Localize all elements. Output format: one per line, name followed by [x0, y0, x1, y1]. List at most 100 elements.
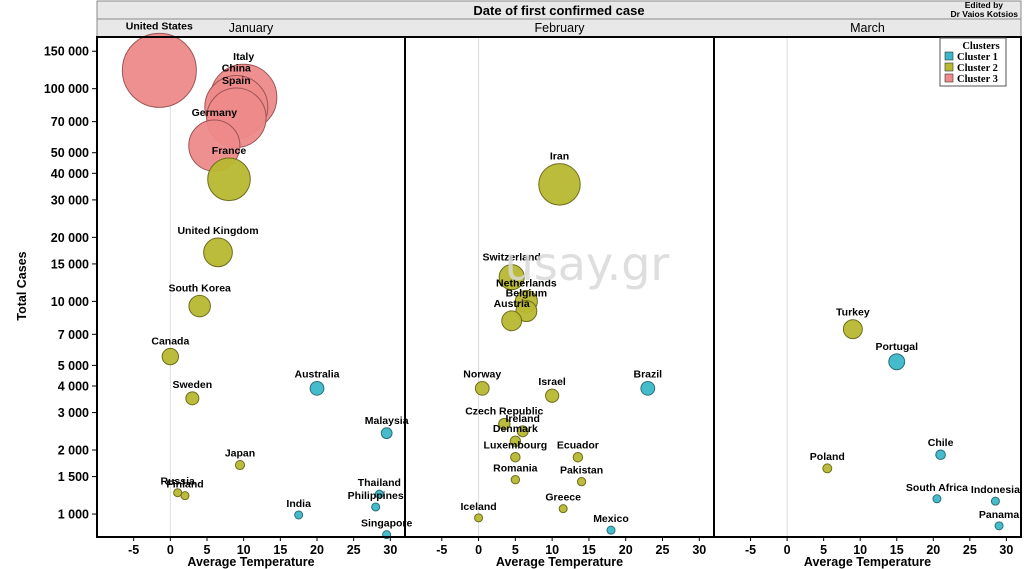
y-tick-label: 150 000 [44, 45, 89, 59]
label-iran: Iran [550, 151, 569, 163]
label-israel: Israel [538, 376, 566, 388]
x-tick-label: -5 [745, 543, 756, 557]
label-greece: Greece [545, 492, 581, 504]
bubble-denmark [509, 435, 522, 447]
x-tick-label: 30 [999, 543, 1013, 557]
x-tick-label: 0 [784, 543, 791, 557]
bubble-south-africa [932, 494, 942, 504]
label-brazil: Brazil [633, 368, 662, 380]
x-tick-label: 10 [545, 543, 559, 557]
bubble-ecuador [572, 451, 584, 463]
bubble-south-korea [188, 294, 211, 318]
label-switzerland: Switzerland [482, 252, 540, 264]
plot-layer [121, 32, 1004, 540]
label-australia: Australia [295, 368, 340, 380]
label-spain: Spain [222, 75, 251, 87]
y-tick-label: 70 000 [51, 115, 89, 129]
bubble-mexico [606, 525, 616, 535]
bubble-india [294, 510, 304, 520]
bubble-switzerland [498, 264, 525, 291]
label-finland: Finland [166, 479, 203, 491]
x-tick-label: 15 [273, 543, 287, 557]
plot-frame [96, 36, 1022, 538]
x-tick-label: 25 [656, 543, 670, 557]
x-tick-label: 20 [619, 543, 633, 557]
label-belgium: Belgium [506, 288, 547, 300]
x-tick-label: 5 [512, 543, 519, 557]
label-austria: Austria [494, 298, 530, 310]
legend-label-cluster-3: Cluster 3 [957, 74, 998, 85]
label-czech-republic: Czech Republic [465, 405, 543, 417]
y-tick-label: 100 000 [44, 82, 89, 96]
y-axis-label: Total Cases [15, 251, 29, 320]
label-italy: Italy [233, 51, 254, 63]
x-tick-label: 25 [347, 543, 361, 557]
bubble-chile [935, 449, 946, 461]
bubble-portugal [888, 353, 906, 371]
credit-line-1: Edited by [965, 0, 1004, 10]
x-tick-label: 10 [237, 543, 251, 557]
x-tick-label: 0 [167, 543, 174, 557]
x-axis-label: Average Temperature [496, 555, 623, 569]
legend-label-cluster-1: Cluster 1 [957, 52, 998, 63]
x-tick-label: 20 [926, 543, 940, 557]
label-ireland: Ireland [505, 413, 539, 425]
legend-swatch-cluster-2 [944, 62, 954, 72]
bubble-panama [994, 521, 1004, 531]
x-axis-label: Average Temperature [804, 555, 931, 569]
label-turkey: Turkey [836, 307, 870, 319]
label-india: India [286, 498, 311, 510]
panel-headers: January February March [229, 21, 885, 35]
bubble-belgium [515, 300, 538, 323]
y-tick-label: 3 000 [58, 406, 89, 420]
bubble-luxembourg [510, 451, 521, 463]
bubble-iceland [474, 513, 484, 523]
bubble-brazil [640, 380, 656, 396]
y-tick-label: 40 000 [51, 167, 89, 181]
label-canada: Canada [151, 335, 189, 347]
label-denmark: Denmark [493, 423, 538, 435]
bubble-ireland [516, 425, 529, 438]
label-singapore: Singapore [361, 518, 413, 530]
label-thailand: Thailand [358, 477, 401, 489]
legend-label-cluster-2: Cluster 2 [957, 63, 998, 74]
bubble-canada [161, 347, 179, 366]
x-tick-label: 30 [383, 543, 397, 557]
chart-title: Date of first confirmed case [473, 3, 644, 18]
x-tick-label: 15 [890, 543, 904, 557]
bubble-pakistan [576, 477, 587, 487]
bubble-philippines [371, 502, 381, 512]
y-tick-label: 2 000 [58, 444, 89, 458]
bubble-malaysia [380, 427, 393, 440]
bubble-poland [822, 463, 833, 474]
label-netherlands: Netherlands [496, 277, 557, 289]
label-china: China [222, 63, 251, 75]
y-tick-label: 50 000 [51, 146, 89, 160]
legend-swatch-cluster-1 [944, 51, 954, 61]
label-panama: Panama [979, 509, 1019, 521]
y-tick-label: 1 000 [58, 508, 89, 522]
bubble-france [207, 157, 251, 202]
label-malaysia: Malaysia [365, 415, 409, 427]
bubble-finland [180, 491, 190, 501]
y-tick-label: 10 000 [51, 295, 89, 309]
x-tick-label: -5 [436, 543, 447, 557]
x-tick-label: 0 [475, 543, 482, 557]
label-united-states: United States [126, 20, 193, 32]
x-axis-label: Average Temperature [187, 555, 314, 569]
y-tick-label: 30 000 [51, 193, 89, 207]
legend-title: Clusters [962, 41, 999, 52]
label-south-africa: South Africa [906, 482, 968, 494]
label-sweden: Sweden [172, 379, 212, 391]
label-romania: Romania [493, 463, 538, 475]
label-mexico: Mexico [593, 513, 629, 525]
credit-line-2: Dr Vaios Kotsios [950, 9, 1018, 19]
bubble-thailand [374, 489, 384, 499]
panel-header-february: February [534, 21, 585, 35]
bubble-united-states [121, 32, 197, 108]
bubble-israel [545, 388, 560, 403]
x-tick-label: 30 [692, 543, 706, 557]
label-france: France [212, 145, 247, 157]
